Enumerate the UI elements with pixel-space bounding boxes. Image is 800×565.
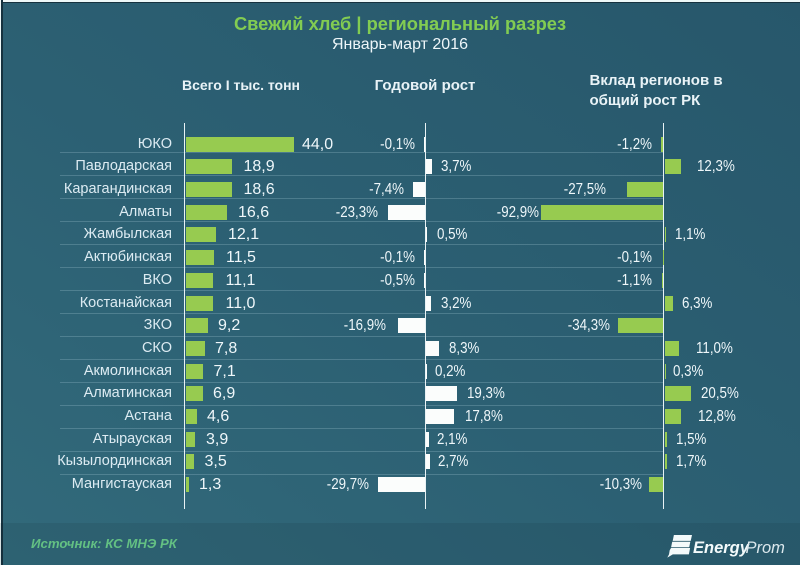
svg-text:Energy: Energy: [693, 539, 750, 557]
svg-text:Prom: Prom: [746, 539, 785, 557]
